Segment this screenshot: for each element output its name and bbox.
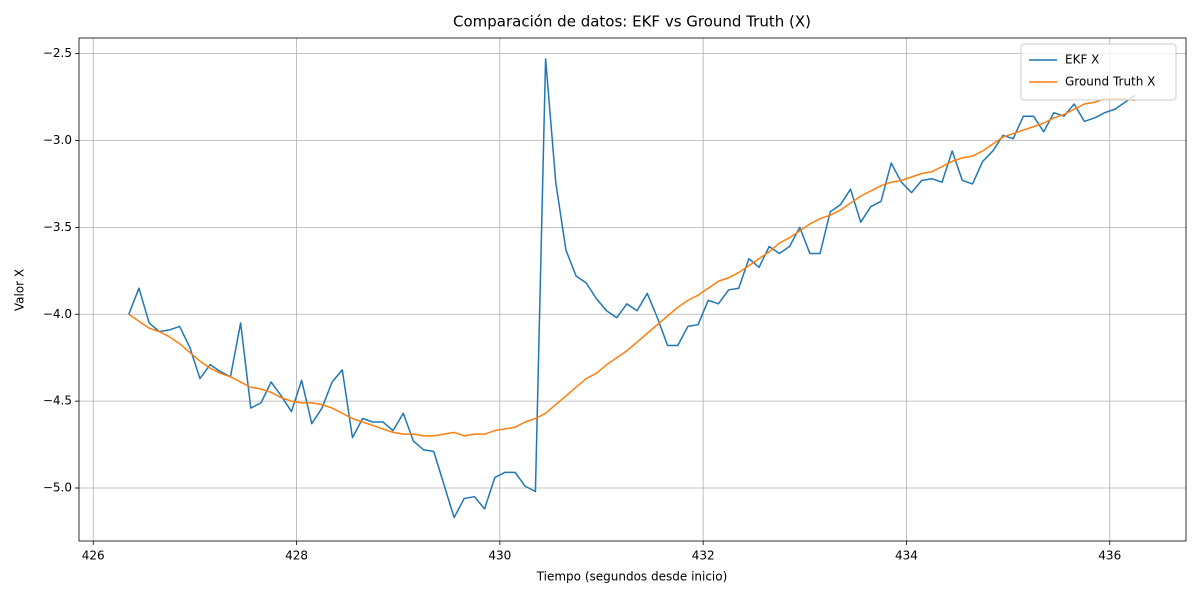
- legend-label: EKF X: [1065, 53, 1099, 67]
- y-axis-label: Valor X: [13, 269, 27, 311]
- y-tick-label: −2.5: [43, 46, 72, 60]
- chart-title: Comparación de datos: EKF vs Ground Trut…: [453, 13, 811, 31]
- y-tick-label: −3.0: [43, 133, 72, 147]
- data-line: [128, 58, 1136, 519]
- y-tick-label: −4.0: [43, 307, 72, 321]
- data-line: [128, 98, 1136, 437]
- legend-box: [1020, 43, 1177, 101]
- x-tick-label: 426: [82, 549, 105, 563]
- y-tick-label: −5.0: [43, 481, 72, 495]
- plot-frame: [78, 37, 1187, 542]
- x-tick-label: 432: [692, 549, 715, 563]
- y-tick-label: −3.5: [43, 220, 72, 234]
- x-axis-label: Tiempo (segundos desde inicio): [536, 570, 728, 584]
- x-tick-label: 434: [895, 549, 918, 563]
- x-tick-label: 428: [285, 549, 308, 563]
- legend: EKF X Ground Truth X: [1020, 43, 1177, 101]
- x-tick-label: 430: [488, 549, 511, 563]
- legend-label: Ground Truth X: [1065, 75, 1155, 89]
- x-tick-label: 436: [1098, 549, 1121, 563]
- y-tick-label: −4.5: [43, 394, 72, 408]
